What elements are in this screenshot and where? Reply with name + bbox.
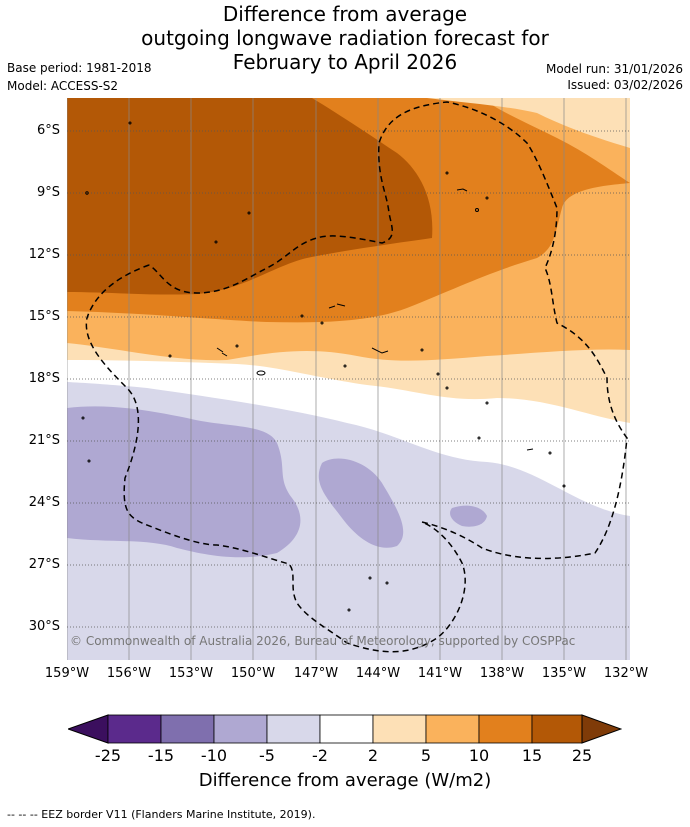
lat-label-21s: 21°S [28,433,60,448]
colorbar-bin-1 [107,714,162,744]
map-panel [67,98,630,660]
lon-label-132w: 132°W [603,666,649,681]
base-period: Base period: 1981-2018 [7,61,152,75]
lon-label-144w: 144°W [355,666,401,681]
copyright-notice: © Commonwealth of Australia 2026, Bureau… [70,634,576,648]
field-2-to-5-ne [427,98,630,148]
lon-label-150w: 150°W [230,666,276,681]
colorbar-label: 5 [420,746,432,765]
colorbar-bin-9 [531,714,583,744]
lon-label-159w: 159°W [44,666,90,681]
eez-legend: -- -- -- EEZ border V11 (Flanders Marine… [7,808,316,821]
colorbar-bin-4 [266,714,321,744]
lat-label-30s: 30°S [28,619,60,634]
lon-label-141w: 141°W [417,666,463,681]
title-line-2: outgoing longwave radiation forecast for [141,26,549,50]
field-minus5-to-minus10-center [318,458,404,548]
colorbar-label: -2 [312,746,328,765]
model-run: Model run: 31/01/2026 [545,62,683,76]
lat-label-6s: 6°S [36,123,60,138]
lat-label-24s: 24°S [28,495,60,510]
lon-label-156w: 156°W [106,666,152,681]
lon-label-147w: 147°W [293,666,339,681]
eez-border [85,101,628,653]
colorbar-bin-3 [213,714,268,744]
title-line-1: Difference from average [222,2,468,26]
colorbar-label: 2 [367,746,379,765]
colorbar-title: Difference from average (W/m2) [198,770,492,791]
colorbar [68,714,622,744]
lat-label-12s: 12°S [28,247,60,262]
colorbar-bin-8 [478,714,533,744]
colorbar-label: -25 [94,746,122,765]
colorbar-label: -5 [259,746,275,765]
lon-label-153w: 153°W [168,666,214,681]
lon-label-135w: 135°W [541,666,587,681]
colorbar-bin-5 [319,714,374,744]
lat-label-18s: 18°S [28,371,60,386]
colorbar-label: 15 [521,746,543,765]
colorbar-high-arrow [581,714,622,744]
colorbar-bin-6 [372,714,427,744]
colorbar-bin-7 [425,714,480,744]
colorbar-low-arrow [68,714,109,744]
field-minus5-to-minus10-west [67,406,301,558]
field-minus5-to-minus10-east [450,505,487,527]
title-line-3: February to April 2026 [232,50,458,74]
lat-label-27s: 27°S [28,557,60,572]
field-15-to-25 [67,98,433,295]
colorbar-label: 25 [571,746,593,765]
colorbar-label: -15 [147,746,175,765]
lon-label-138w: 138°W [479,666,525,681]
colorbar-label: -10 [200,746,228,765]
latitude-gridlines [67,130,630,628]
colorbar-label: 10 [468,746,490,765]
anomaly-map [67,98,630,660]
chart-title: Difference from average outgoing longwav… [0,2,690,74]
model-name: Model: ACCESS-S2 [7,79,119,93]
issued-date: Issued: 03/02/2026 [567,78,683,92]
lat-label-15s: 15°S [28,309,60,324]
colorbar-bin-2 [160,714,215,744]
lat-label-9s: 9°S [36,185,60,200]
islands [81,121,566,612]
